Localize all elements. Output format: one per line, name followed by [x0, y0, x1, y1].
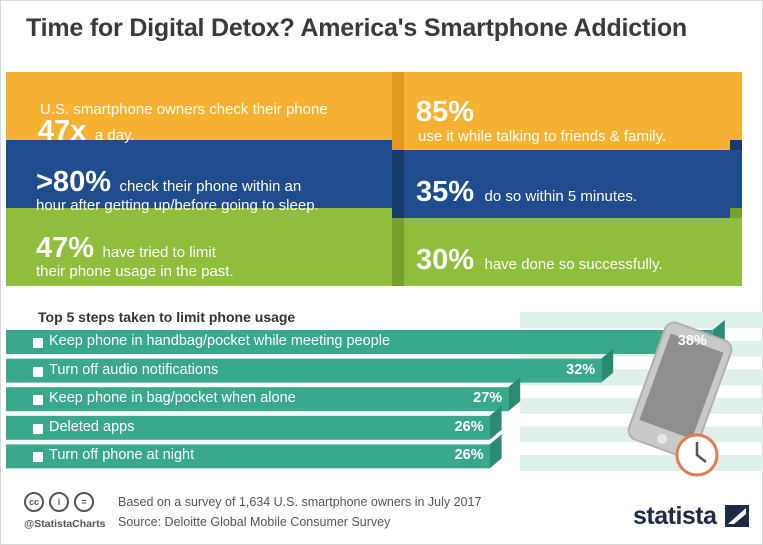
brand-text: statista	[633, 502, 717, 530]
bar-label: Turn off phone at night	[49, 447, 195, 464]
survey-note: Based on a survey of 1,634 U.S. smartpho…	[118, 495, 482, 509]
stat-5-line2: their phone usage in the past.	[36, 263, 234, 280]
stat-4-value: 35%	[416, 176, 475, 208]
cc-icon: cc	[24, 492, 44, 512]
stat-3: >80% check their phone within an	[36, 166, 301, 199]
band-green-tip	[730, 208, 742, 218]
stat-4: 35% do so within 5 minutes.	[416, 176, 637, 209]
stat-5-value: 47%	[36, 232, 95, 264]
band-green-right-fold	[392, 218, 404, 286]
steps-bar-chart	[6, 312, 763, 477]
band-green-right	[404, 218, 742, 286]
stat-5: 47% have tried to limit	[36, 232, 216, 265]
stat-1-pre: U.S. smartphone owners check their phone	[40, 101, 328, 118]
band-blue-right	[404, 150, 742, 218]
band-blue-tip	[730, 140, 742, 150]
band-blue-left	[6, 140, 392, 218]
stat-6: 30% have done so successfully.	[416, 244, 663, 277]
bullet-icon	[33, 366, 43, 377]
phone-screen	[639, 333, 724, 440]
clock-icon	[675, 433, 719, 477]
bullet-icon	[33, 338, 43, 348]
stat-5-line1: have tried to limit	[102, 244, 216, 261]
bullet-icon	[33, 395, 43, 406]
stat-4-post: do so within 5 minutes.	[484, 188, 638, 205]
stat-3-value: >80%	[36, 166, 111, 198]
bar	[6, 415, 490, 440]
source-note: Source: Deloitte Global Mobile Consumer …	[118, 515, 391, 529]
statista-logo: statista	[633, 502, 749, 531]
bar-label: Turn off audio notifications	[49, 361, 219, 378]
clock-hands	[695, 442, 707, 463]
bar-label: Keep phone in handbag/pocket while meeti…	[49, 333, 391, 349]
bar-fold	[489, 434, 502, 469]
stat-2-post: use it while talking to friends & family…	[418, 128, 667, 145]
bar-label: Deleted apps	[49, 418, 135, 435]
bar-value-label: 26%	[454, 447, 484, 464]
bar-value-label: 27%	[473, 390, 503, 407]
attribution-icon: i	[49, 492, 69, 512]
band-orange-right	[404, 72, 742, 150]
page-title: Time for Digital Detox? America's Smartp…	[26, 14, 687, 42]
stat-3-line1: check their phone within an	[119, 178, 302, 195]
background-stripe	[520, 455, 763, 471]
band-blue-right-fold	[392, 150, 404, 218]
chart-title: Top 5 steps taken to limit phone usage	[38, 309, 296, 325]
noderivs-icon: =	[74, 492, 94, 512]
stat-3-line2: hour after getting up/before going to sl…	[36, 197, 319, 214]
background-stripe	[520, 312, 763, 328]
stat-1-post: a day.	[94, 127, 135, 144]
stat-6-value: 30%	[416, 244, 475, 276]
bar	[6, 387, 509, 412]
bar	[6, 358, 602, 383]
bar-fold	[508, 377, 521, 412]
bar-value-label: 38%	[677, 333, 707, 349]
handle: @StatistaCharts	[24, 518, 106, 530]
band-orange-right-fold	[392, 72, 404, 150]
stat-6-post: have done so successfully.	[484, 256, 663, 273]
stat-2-value: 85%	[416, 96, 475, 128]
bar-value-label: 32%	[566, 361, 596, 378]
bar	[6, 330, 713, 354]
phone-home-button	[657, 433, 668, 444]
stat-1-value: 47x	[38, 115, 87, 147]
stat-1: 47x a day.	[38, 115, 135, 148]
bullet-icon	[33, 452, 43, 463]
bar-fold	[489, 405, 502, 440]
phone-illustration	[627, 321, 733, 459]
bar	[6, 444, 490, 469]
stat-bands	[6, 72, 742, 286]
band-green-left	[6, 208, 392, 286]
bar-fold	[601, 348, 614, 383]
bullet-icon	[33, 423, 43, 434]
bar-label: Keep phone in bag/pocket when alone	[49, 390, 296, 407]
band-orange-left	[6, 72, 392, 150]
brand-mark-icon	[725, 505, 749, 527]
bar-value-label: 26%	[454, 418, 484, 435]
